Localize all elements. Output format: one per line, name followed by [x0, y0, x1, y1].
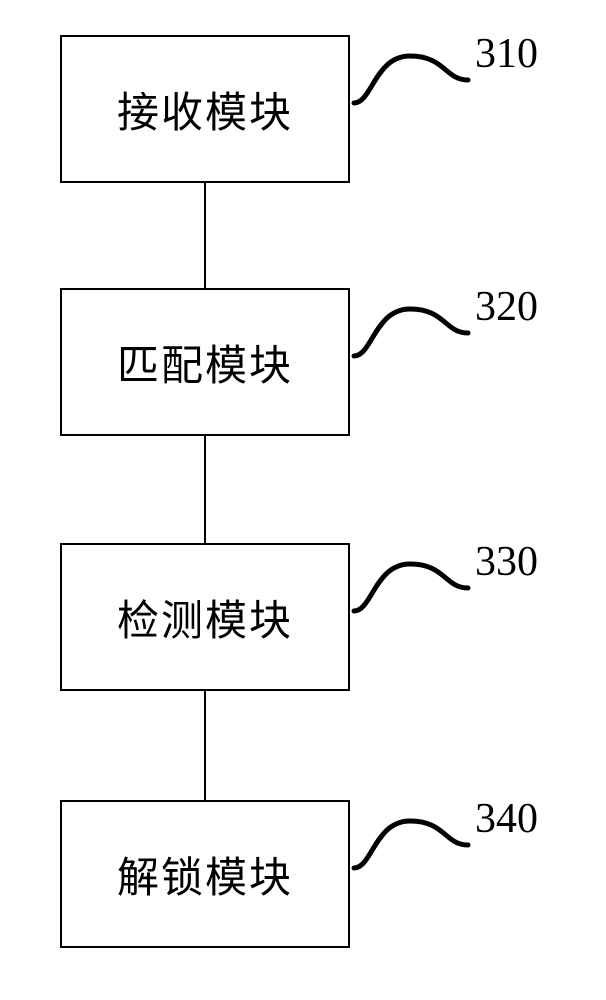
- callout-label-340: 340: [475, 795, 538, 843]
- callout-label-320: 320: [475, 283, 538, 331]
- callout-connector: [350, 301, 470, 361]
- callout-label-330: 330: [475, 538, 538, 586]
- flow-node-label: 接收模块: [117, 79, 293, 140]
- callout-connector: [350, 813, 470, 873]
- flow-node-receive: 接收模块: [60, 35, 350, 183]
- flowchart-canvas: { "diagram": { "type": "flowchart", "bac…: [0, 0, 606, 1000]
- callout-connector: [350, 48, 470, 108]
- flow-node-label: 匹配模块: [117, 332, 293, 393]
- flow-edge: [204, 691, 206, 800]
- callout-label-310: 310: [475, 30, 538, 78]
- flow-edge: [204, 436, 206, 543]
- flow-node-label: 解锁模块: [117, 844, 293, 905]
- flow-edge: [204, 183, 206, 288]
- flow-node-match: 匹配模块: [60, 288, 350, 436]
- flow-node-unlock: 解锁模块: [60, 800, 350, 948]
- flow-node-detect: 检测模块: [60, 543, 350, 691]
- flow-node-label: 检测模块: [117, 587, 293, 648]
- callout-connector: [350, 556, 470, 616]
